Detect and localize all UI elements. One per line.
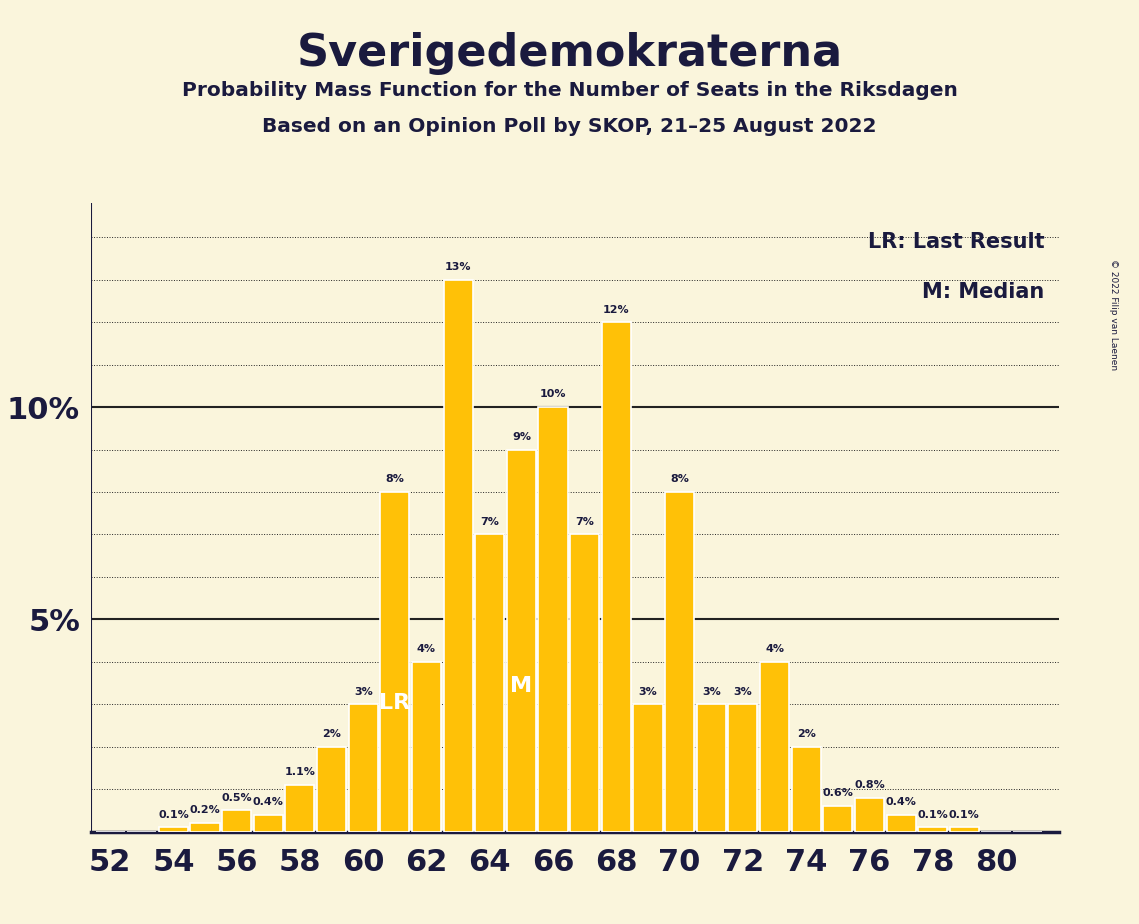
Bar	[918, 827, 948, 832]
Bar	[823, 806, 852, 832]
Bar	[158, 827, 188, 832]
Text: 3%: 3%	[354, 687, 372, 697]
Bar	[190, 823, 220, 832]
Bar	[539, 407, 567, 832]
Text: 13%: 13%	[445, 262, 472, 272]
Text: 0.8%: 0.8%	[854, 780, 885, 790]
Text: 0.5%: 0.5%	[221, 793, 252, 803]
Bar	[412, 662, 441, 832]
Text: 0.2%: 0.2%	[190, 806, 220, 816]
Text: 4%: 4%	[765, 644, 784, 654]
Bar	[475, 534, 505, 832]
Text: © 2022 Filip van Laenen: © 2022 Filip van Laenen	[1109, 259, 1118, 370]
Text: 4%: 4%	[417, 644, 436, 654]
Text: 0.1%: 0.1%	[917, 809, 948, 820]
Text: 0.4%: 0.4%	[253, 797, 284, 807]
Bar	[855, 797, 884, 832]
Bar	[697, 704, 726, 832]
Text: 12%: 12%	[603, 305, 630, 314]
Text: 2%: 2%	[796, 729, 816, 739]
Text: 2%: 2%	[322, 729, 341, 739]
Bar	[317, 747, 346, 832]
Text: M: Median: M: Median	[923, 282, 1044, 302]
Text: 0.6%: 0.6%	[822, 788, 853, 798]
Text: 3%: 3%	[734, 687, 752, 697]
Bar	[222, 810, 252, 832]
Bar	[886, 815, 916, 832]
Text: 0.1%: 0.1%	[949, 809, 980, 820]
Bar	[950, 827, 978, 832]
Bar	[349, 704, 378, 832]
Text: 0.4%: 0.4%	[886, 797, 917, 807]
Text: 0.1%: 0.1%	[158, 809, 189, 820]
Bar	[633, 704, 663, 832]
Text: M: M	[510, 676, 532, 697]
Text: LR: Last Result: LR: Last Result	[868, 232, 1044, 251]
Text: Based on an Opinion Poll by SKOP, 21–25 August 2022: Based on an Opinion Poll by SKOP, 21–25 …	[262, 117, 877, 137]
Text: 10%: 10%	[540, 389, 566, 399]
Text: 7%: 7%	[575, 517, 595, 527]
Text: 1.1%: 1.1%	[285, 767, 316, 777]
Text: 8%: 8%	[385, 474, 404, 484]
Bar	[760, 662, 789, 832]
Text: Probability Mass Function for the Number of Seats in the Riksdagen: Probability Mass Function for the Number…	[181, 81, 958, 101]
Bar	[571, 534, 599, 832]
Bar	[254, 815, 282, 832]
Bar	[380, 492, 409, 832]
Bar	[286, 784, 314, 832]
Text: 3%: 3%	[702, 687, 721, 697]
Bar	[601, 322, 631, 832]
Text: 7%: 7%	[481, 517, 499, 527]
Text: Sverigedemokraterna: Sverigedemokraterna	[296, 32, 843, 76]
Bar	[792, 747, 821, 832]
Text: 3%: 3%	[639, 687, 657, 697]
Bar	[507, 449, 536, 832]
Bar	[443, 280, 473, 832]
Text: 9%: 9%	[511, 432, 531, 442]
Bar	[665, 492, 694, 832]
Text: LR: LR	[379, 693, 410, 712]
Bar	[728, 704, 757, 832]
Text: 8%: 8%	[670, 474, 689, 484]
